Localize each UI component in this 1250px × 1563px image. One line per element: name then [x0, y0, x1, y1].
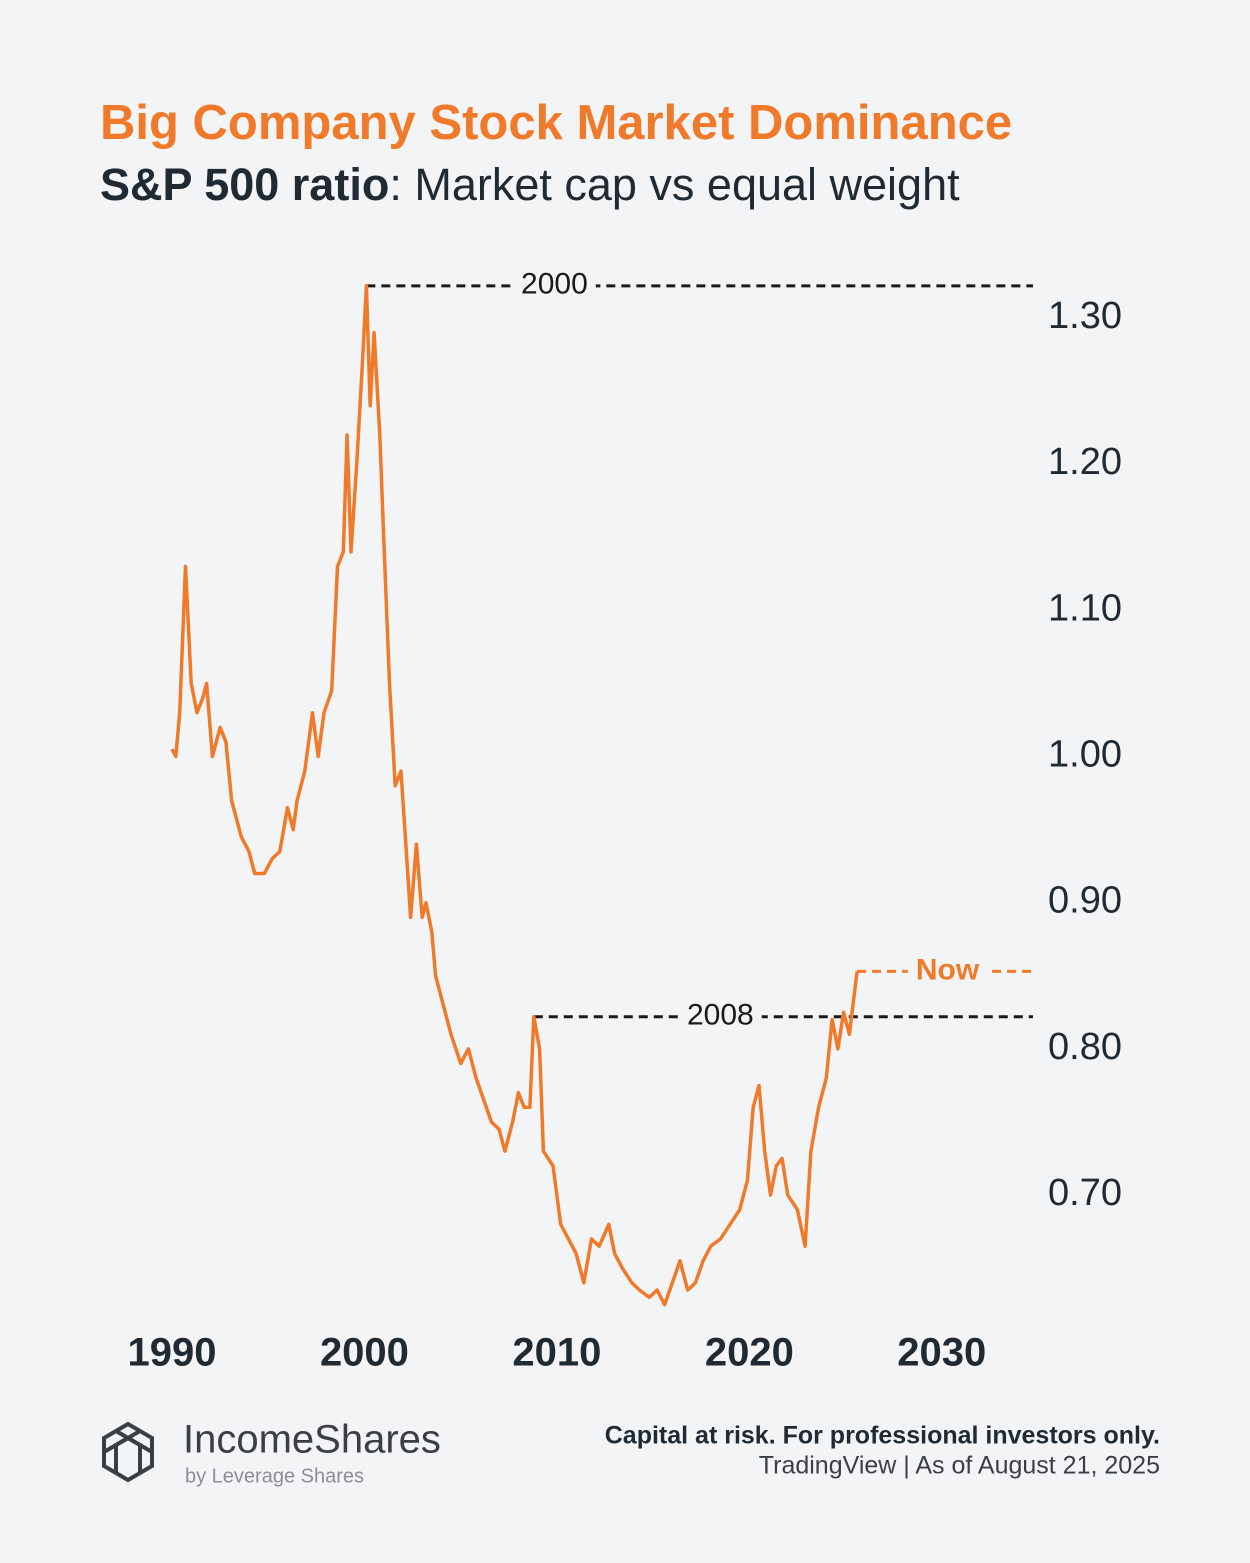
y-tick-label: 0.70 [1048, 1172, 1122, 1214]
subtitle-rest: : Market cap vs equal weight [389, 159, 960, 210]
data-line [170, 284, 859, 1307]
annotation-label: 2008 [687, 999, 754, 1032]
source: TradingView | As of August 21, 2025 [759, 1452, 1160, 1480]
brand: IncomeShares [183, 1418, 441, 1462]
y-tick-label: 0.80 [1048, 1026, 1122, 1068]
chart-subtitle: S&P 500 ratio: Market cap vs equal weigh… [100, 159, 960, 210]
x-tick-label: 2020 [705, 1331, 794, 1375]
y-tick-label: 1.20 [1048, 441, 1122, 483]
subtitle-bold: S&P 500 ratio [100, 159, 389, 210]
annotation-label-bg [678, 998, 762, 1035]
y-tick-label: 0.90 [1048, 880, 1122, 922]
y-tick-label: 1.00 [1048, 734, 1122, 776]
annotation-label-bg [513, 267, 596, 304]
annotation-label-bg [907, 953, 988, 990]
x-tick-label: 2030 [897, 1331, 986, 1375]
annotation-label: 2000 [521, 268, 588, 301]
brand-sub: by Leverage Shares [185, 1465, 364, 1487]
disclaimer: Capital at risk. For professional invest… [605, 1422, 1160, 1450]
x-tick-label: 2000 [320, 1331, 409, 1375]
x-tick-label: 2010 [512, 1331, 601, 1375]
y-tick-label: 1.30 [1048, 295, 1122, 337]
annotation-label: Now [916, 953, 980, 986]
chart-title: Big Company Stock Market Dominance [100, 96, 1012, 150]
y-tick-label: 1.10 [1048, 587, 1122, 629]
logo-icon [102, 1421, 154, 1483]
x-tick-label: 1990 [127, 1331, 216, 1375]
